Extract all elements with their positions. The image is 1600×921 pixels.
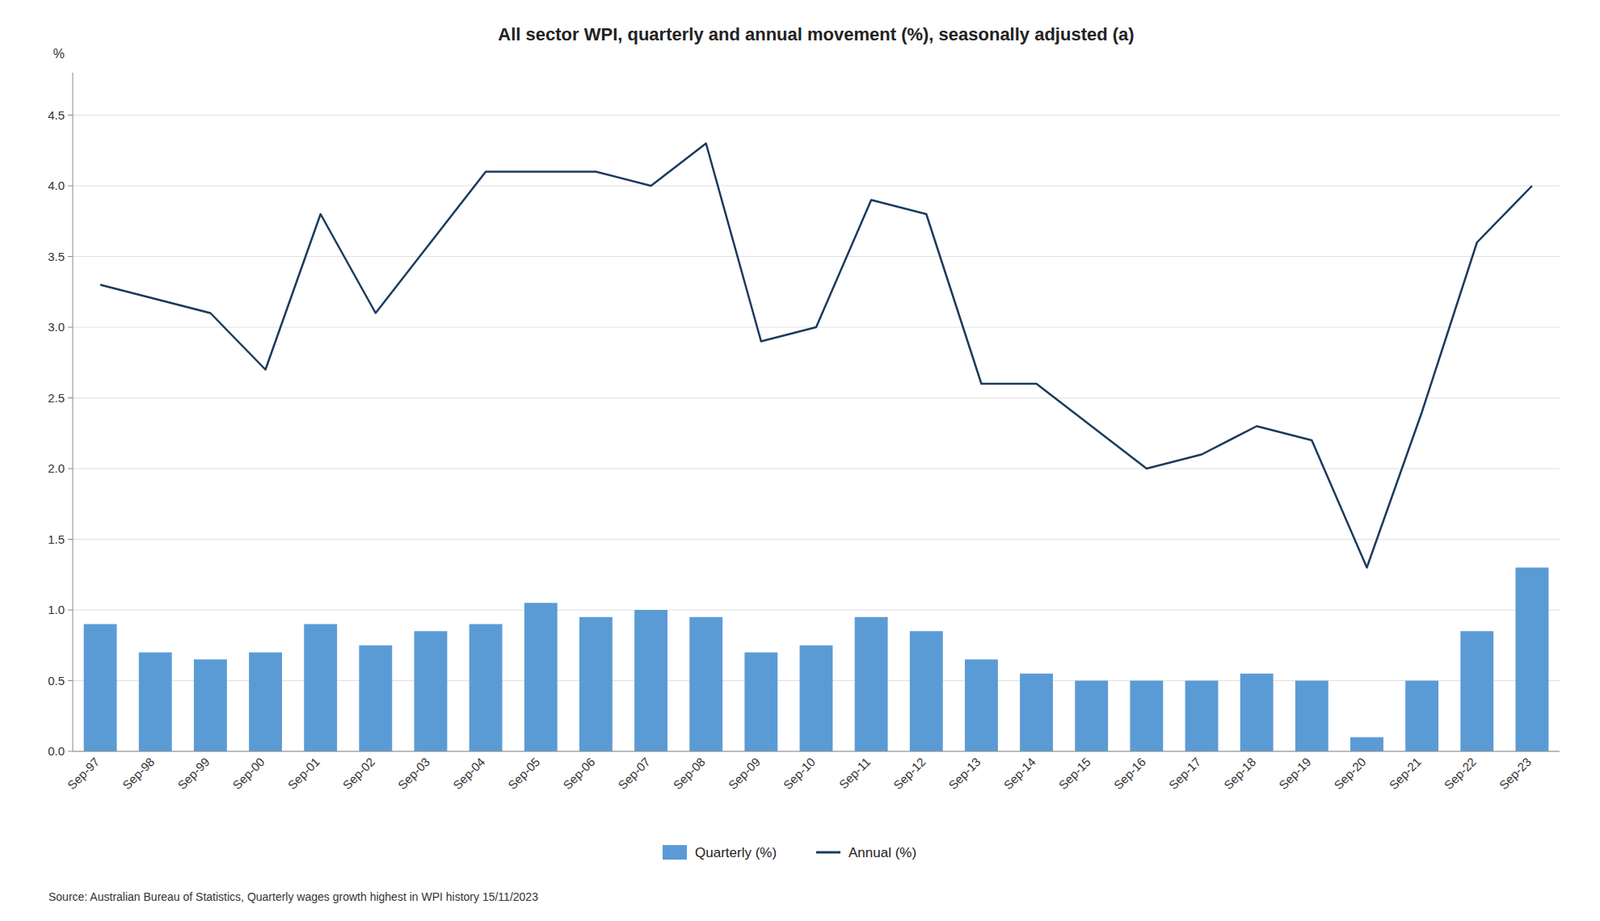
tick-label: 1.0: [47, 602, 65, 617]
tick-mark: [67, 185, 73, 187]
bar: [469, 624, 503, 753]
legend-label: Quarterly (%): [694, 845, 777, 861]
tick-label: Sep-98: [119, 754, 157, 792]
y-axis-line: [72, 72, 74, 752]
bar: [744, 652, 778, 753]
tick-label: Sep-12: [890, 754, 928, 792]
x-axis: Sep-97 Sep-98 Sep-99 Sep-00 Sep-01 Sep-02 Sep-…: [64, 754, 1534, 792]
tick-label: Sep-20: [1330, 754, 1369, 792]
tick-label: Sep-03: [395, 754, 433, 792]
legend-label: Annual (%): [848, 845, 917, 861]
bar: [1185, 681, 1219, 753]
background: [0, 0, 1600, 921]
tick-label: Sep-13: [945, 754, 983, 792]
tick-label: 2.5: [47, 391, 65, 405]
tick-label: Sep-09: [725, 754, 763, 792]
grid-line: [72, 468, 1560, 470]
grid-line: [72, 185, 1560, 187]
tick-label: Sep-22: [1441, 754, 1479, 792]
grid-line: [72, 751, 1560, 753]
tick-label: Sep-14: [1000, 754, 1038, 792]
tick-label: Sep-21: [1386, 754, 1424, 792]
tick-label: Sep-02: [340, 754, 378, 792]
bar: [358, 645, 392, 752]
bar: [1460, 631, 1494, 752]
bar: [1350, 737, 1384, 753]
bar: [579, 617, 613, 752]
tick-label: 0.0: [47, 744, 65, 758]
tick-label: 2.0: [47, 461, 65, 476]
bar: [1074, 681, 1108, 753]
bar: [193, 659, 228, 752]
axis-label: %: [53, 46, 65, 61]
tick-label: Sep-01: [285, 754, 323, 792]
bar: [634, 610, 668, 752]
tick-mark: [67, 751, 73, 753]
tick-label: 1.5: [47, 532, 65, 547]
bar: [524, 602, 558, 752]
tick-label: Sep-19: [1275, 754, 1314, 792]
bar: [854, 617, 889, 752]
tick-mark: [67, 114, 73, 116]
tick-label: 4.0: [47, 178, 65, 193]
grid-line: [72, 538, 1560, 540]
tick-label: Sep-99: [174, 754, 212, 792]
tick-label: Sep-04: [450, 754, 488, 792]
tick-label: Sep-17: [1166, 754, 1204, 792]
tick-label: Sep-15: [1056, 754, 1094, 792]
bar: [248, 652, 283, 753]
bar: [138, 652, 173, 753]
bar: [1019, 673, 1053, 752]
tick-mark: [67, 680, 73, 682]
bar: [909, 631, 944, 752]
grid-line: [72, 114, 1560, 116]
y-axis: 0.0 0.5 1.0 1.5 2.0 2.5 3.0 3.5 4.0 4.5: [47, 108, 1560, 759]
tick-label: 3.5: [47, 249, 65, 264]
tick-label: Sep-11: [836, 754, 873, 792]
tick-mark: [67, 397, 73, 399]
tick-mark: [67, 538, 73, 540]
bar: [800, 645, 834, 752]
grid-line: [72, 610, 1560, 611]
tick-label: Sep-97: [64, 754, 102, 792]
tick-label: Sep-16: [1111, 754, 1149, 792]
bar: [84, 624, 118, 753]
plot-area: [84, 143, 1550, 753]
tick-label: Sep-18: [1221, 754, 1259, 792]
legend: Quarterly (%) Annual (%): [662, 845, 917, 861]
tick-label: 4.5: [47, 108, 65, 123]
line: [100, 143, 1533, 569]
tick-label: Sep-10: [780, 754, 818, 792]
grid-line: [72, 397, 1560, 399]
bar: [1295, 681, 1329, 753]
bar: [1129, 681, 1163, 753]
bar: [1405, 681, 1439, 753]
bar: [414, 631, 448, 752]
title: All sector WPI, quarterly and annual mov…: [497, 24, 1134, 45]
legend-swatch: [816, 851, 841, 855]
tick-label: 0.5: [47, 673, 65, 688]
tick-mark: [67, 468, 73, 470]
tick-label: Sep-00: [229, 754, 267, 792]
tick-mark: [67, 256, 73, 257]
bar: [1515, 568, 1549, 753]
annotation: Source: Australian Bureau of Statistics,…: [48, 890, 539, 904]
x-axis-line: [72, 751, 1560, 753]
tick-mark: [67, 610, 73, 611]
bar: [964, 659, 998, 752]
tick-label: 3.0: [47, 320, 65, 334]
tick-label: Sep-07: [614, 754, 653, 792]
bar: [689, 617, 723, 752]
bar: [303, 624, 337, 753]
tick-mark: [67, 327, 73, 329]
chart: All sector WPI, quarterly and annual mov…: [0, 0, 1600, 921]
grid-line: [72, 256, 1560, 257]
bar: [1240, 673, 1274, 752]
legend-swatch: [662, 845, 687, 860]
tick-label: Sep-23: [1496, 754, 1534, 792]
tick-label: Sep-05: [505, 754, 543, 792]
tick-label: Sep-06: [560, 754, 598, 792]
tick-label: Sep-08: [670, 754, 708, 792]
